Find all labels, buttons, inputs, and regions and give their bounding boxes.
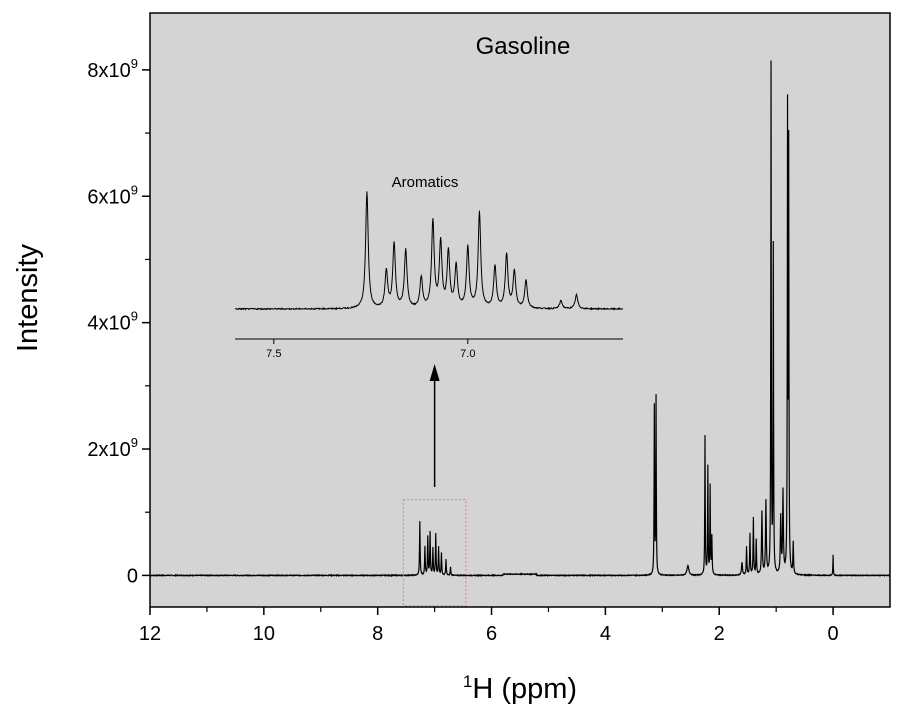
x-tick-label: 4 bbox=[600, 623, 611, 645]
inset-x-tick-label: 7.0 bbox=[460, 348, 475, 360]
y-tick-label: 6x109 bbox=[87, 182, 138, 208]
zoom-arrow-head bbox=[429, 364, 440, 381]
x-axis-label: 1H (ppm) bbox=[463, 672, 577, 705]
x-tick-label: 6 bbox=[486, 623, 497, 645]
y-tick-label: 8x109 bbox=[87, 56, 138, 82]
x-axis-label-superscript: 1 bbox=[463, 672, 472, 691]
inset-aromatics: 7.5 7.0 Aromatics bbox=[234, 174, 624, 360]
y-tick-label-base: 0 bbox=[127, 565, 138, 587]
y-tick-label-exponent: 9 bbox=[131, 309, 138, 324]
plot-frame bbox=[149, 12, 891, 608]
chart-title: Gasoline bbox=[476, 33, 571, 60]
x-tick-label: 8 bbox=[372, 623, 383, 645]
y-tick-label-base: 6x10 bbox=[87, 186, 130, 208]
x-tick-label: 2 bbox=[714, 623, 725, 645]
inset-ticks: 7.5 7.0 bbox=[266, 339, 475, 360]
aromatic-region-box bbox=[402, 499, 467, 607]
y-axis-label: Intensity bbox=[12, 244, 44, 352]
inset-x-tick-label: 7.5 bbox=[266, 348, 281, 360]
y-tick-label: 4x109 bbox=[87, 309, 138, 335]
y-tick-label: 2x109 bbox=[87, 435, 138, 461]
x-axis-label-text: H (ppm) bbox=[472, 673, 577, 705]
x-tick-label: 0 bbox=[828, 623, 839, 645]
plot-area-background bbox=[150, 13, 890, 607]
y-tick-label-exponent: 9 bbox=[131, 182, 138, 197]
y-tick-label: 0 bbox=[127, 565, 138, 587]
spectrum-line bbox=[149, 60, 891, 578]
inset-spectrum-line bbox=[234, 191, 624, 311]
y-tick-label-base: 8x10 bbox=[87, 60, 130, 82]
inset-title: Aromatics bbox=[392, 174, 459, 191]
y-tick-label-exponent: 9 bbox=[131, 56, 138, 71]
x-tick-label: 12 bbox=[139, 623, 161, 645]
y-tick-label-base: 4x10 bbox=[87, 313, 130, 335]
y-tick-label-exponent: 9 bbox=[131, 435, 138, 450]
x-tick-label: 10 bbox=[253, 623, 275, 645]
y-tick-label-base: 2x10 bbox=[87, 439, 130, 461]
